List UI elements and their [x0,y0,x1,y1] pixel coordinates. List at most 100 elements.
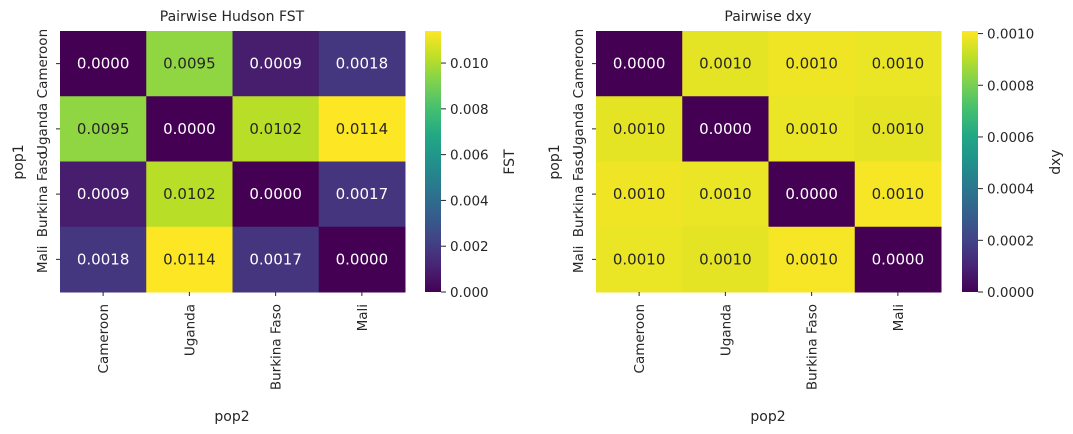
heatmap-cell [854,226,942,293]
colorbar [425,31,441,292]
x-axis-label: pop2 [750,409,785,425]
y-tick-label: Mali [35,246,51,273]
x-tick-labels: Cameroon Uganda Burkina Faso Mali [632,292,907,390]
cell-value-label: 0.0010 [699,55,752,73]
colorbar-tick-label: 0.002 [450,239,489,255]
cell-value-label: 0.0102 [163,185,216,203]
heatmap-cell [682,31,769,97]
cell-value-label: 0.0010 [699,250,752,268]
heatmap-cell [854,161,942,228]
cell-value-label: 0.0017 [336,185,389,203]
heatmap-cell [146,96,233,162]
y-tick-label: Uganda [35,103,51,155]
cell-value-label: 0.0095 [77,120,130,138]
colorbar-label: FST [502,149,518,175]
heatmap-cell [60,161,147,228]
y-axis-label: pop1 [11,144,27,179]
colorbar-label: dxy [1048,149,1064,174]
cell-value-label: 0.0009 [77,185,130,203]
heatmap-cell [232,96,320,162]
x-tick-labels: Cameroon Uganda Burkina Faso Mali [96,292,371,390]
colorbar-tick-label: 0.000 [450,285,489,301]
heatmap-cell [596,96,683,162]
heatmap-cells: 0.0000 0.0095 0.0009 0.0018 0.0095 0.0000 0.01… [60,31,406,293]
heatmap-cell [768,31,856,97]
heatmap-cell [854,96,942,162]
cell-value-label: 0.0095 [163,55,216,73]
heatmap-cell [60,96,147,162]
cell-value-label: 0.0114 [163,250,216,268]
cell-value-label: 0.0000 [77,55,130,73]
cell-value-label: 0.0009 [249,55,302,73]
heatmap-cell [318,31,406,97]
heatmap-cell [232,31,320,97]
heatmap-panel-dxy: Pairwise dxy 0.0000 0.0010 0.0010 0.00100.0… [547,9,1064,425]
x-axis-label: pop2 [214,409,249,425]
y-tick-label: Burkina Faso [35,151,51,237]
heatmap-cell [682,226,769,293]
cell-value-label: 0.0017 [249,250,302,268]
cell-value-label: 0.0000 [336,250,389,268]
heatmap-cell [596,161,683,228]
heatmap-panel-fst: Pairwise Hudson FST 0.0000 0.0095 0.0009 0.… [11,9,518,425]
chart-title: Pairwise Hudson FST [160,9,305,25]
heatmap-cell [60,226,147,293]
heatmap-cell [146,31,233,97]
x-tick-label: Burkina Faso [269,304,285,390]
chart-title: Pairwise dxy [724,9,811,25]
colorbar-ticks: 0.0000 0.0002 0.0004 0.0006 0.0008 0.0010 [978,27,1034,301]
y-tick-label: Cameroon [571,29,587,98]
colorbar-ticks: 0.000 0.002 0.004 0.006 0.008 0.010 [441,56,489,301]
colorbar-tick-label: 0.0004 [987,182,1034,198]
heatmap-cell [146,226,233,293]
heatmap-cell [232,226,320,293]
heatmap-cell [768,96,856,162]
heatmap-cells: 0.0000 0.0010 0.0010 0.0010 0.0010 0.0000 0.00… [596,31,942,293]
cell-value-label: 0.0000 [699,120,752,138]
heatmap-cell [146,161,233,228]
y-tick-label: Burkina Faso [571,151,587,237]
cell-value-label: 0.0000 [872,250,925,268]
cell-value-label: 0.0010 [872,55,925,73]
cell-value-label: 0.0000 [613,55,666,73]
heatmap-cell [232,161,320,228]
cell-value-label: 0.0010 [872,120,925,138]
x-tick-label: Cameroon [96,304,112,373]
cell-value-label: 0.0000 [785,185,838,203]
heatmap-cell [318,226,406,293]
cell-value-label: 0.0010 [699,185,752,203]
colorbar-tick-label: 0.0010 [987,27,1034,43]
heatmap-cell [60,31,147,97]
heatmap-cell [682,161,769,228]
colorbar-tick-label: 0.0006 [987,130,1034,146]
cell-value-label: 0.0010 [785,120,838,138]
y-tick-label: Mali [571,246,587,273]
colorbar-tick-label: 0.004 [450,193,489,209]
cell-value-label: 0.0010 [613,250,666,268]
colorbar-tick-label: 0.0008 [987,78,1034,94]
cell-value-label: 0.0000 [163,120,216,138]
cell-value-label: 0.0010 [613,120,666,138]
colorbar [962,31,978,292]
cell-value-label: 0.0018 [77,250,130,268]
x-tick-label: Mali [355,304,371,331]
x-tick-label: Cameroon [632,304,648,373]
y-tick-label: Cameroon [35,29,51,98]
x-tick-label: Uganda [182,304,198,356]
cell-value-label: 0.0102 [249,120,302,138]
heatmap-cell [768,161,856,228]
y-tick-label: Uganda [571,103,587,155]
colorbar-tick-label: 0.0002 [987,233,1034,249]
heatmap-cell [768,226,856,293]
colorbar-tick-label: 0.006 [450,148,489,164]
cell-value-label: 0.0000 [249,185,302,203]
heatmap-cell [596,226,683,293]
heatmap-cell [854,31,942,97]
heatmap-cell [318,161,406,228]
cell-value-label: 0.0010 [785,250,838,268]
cell-value-label: 0.0018 [336,55,389,73]
heatmap-cell [682,96,769,162]
